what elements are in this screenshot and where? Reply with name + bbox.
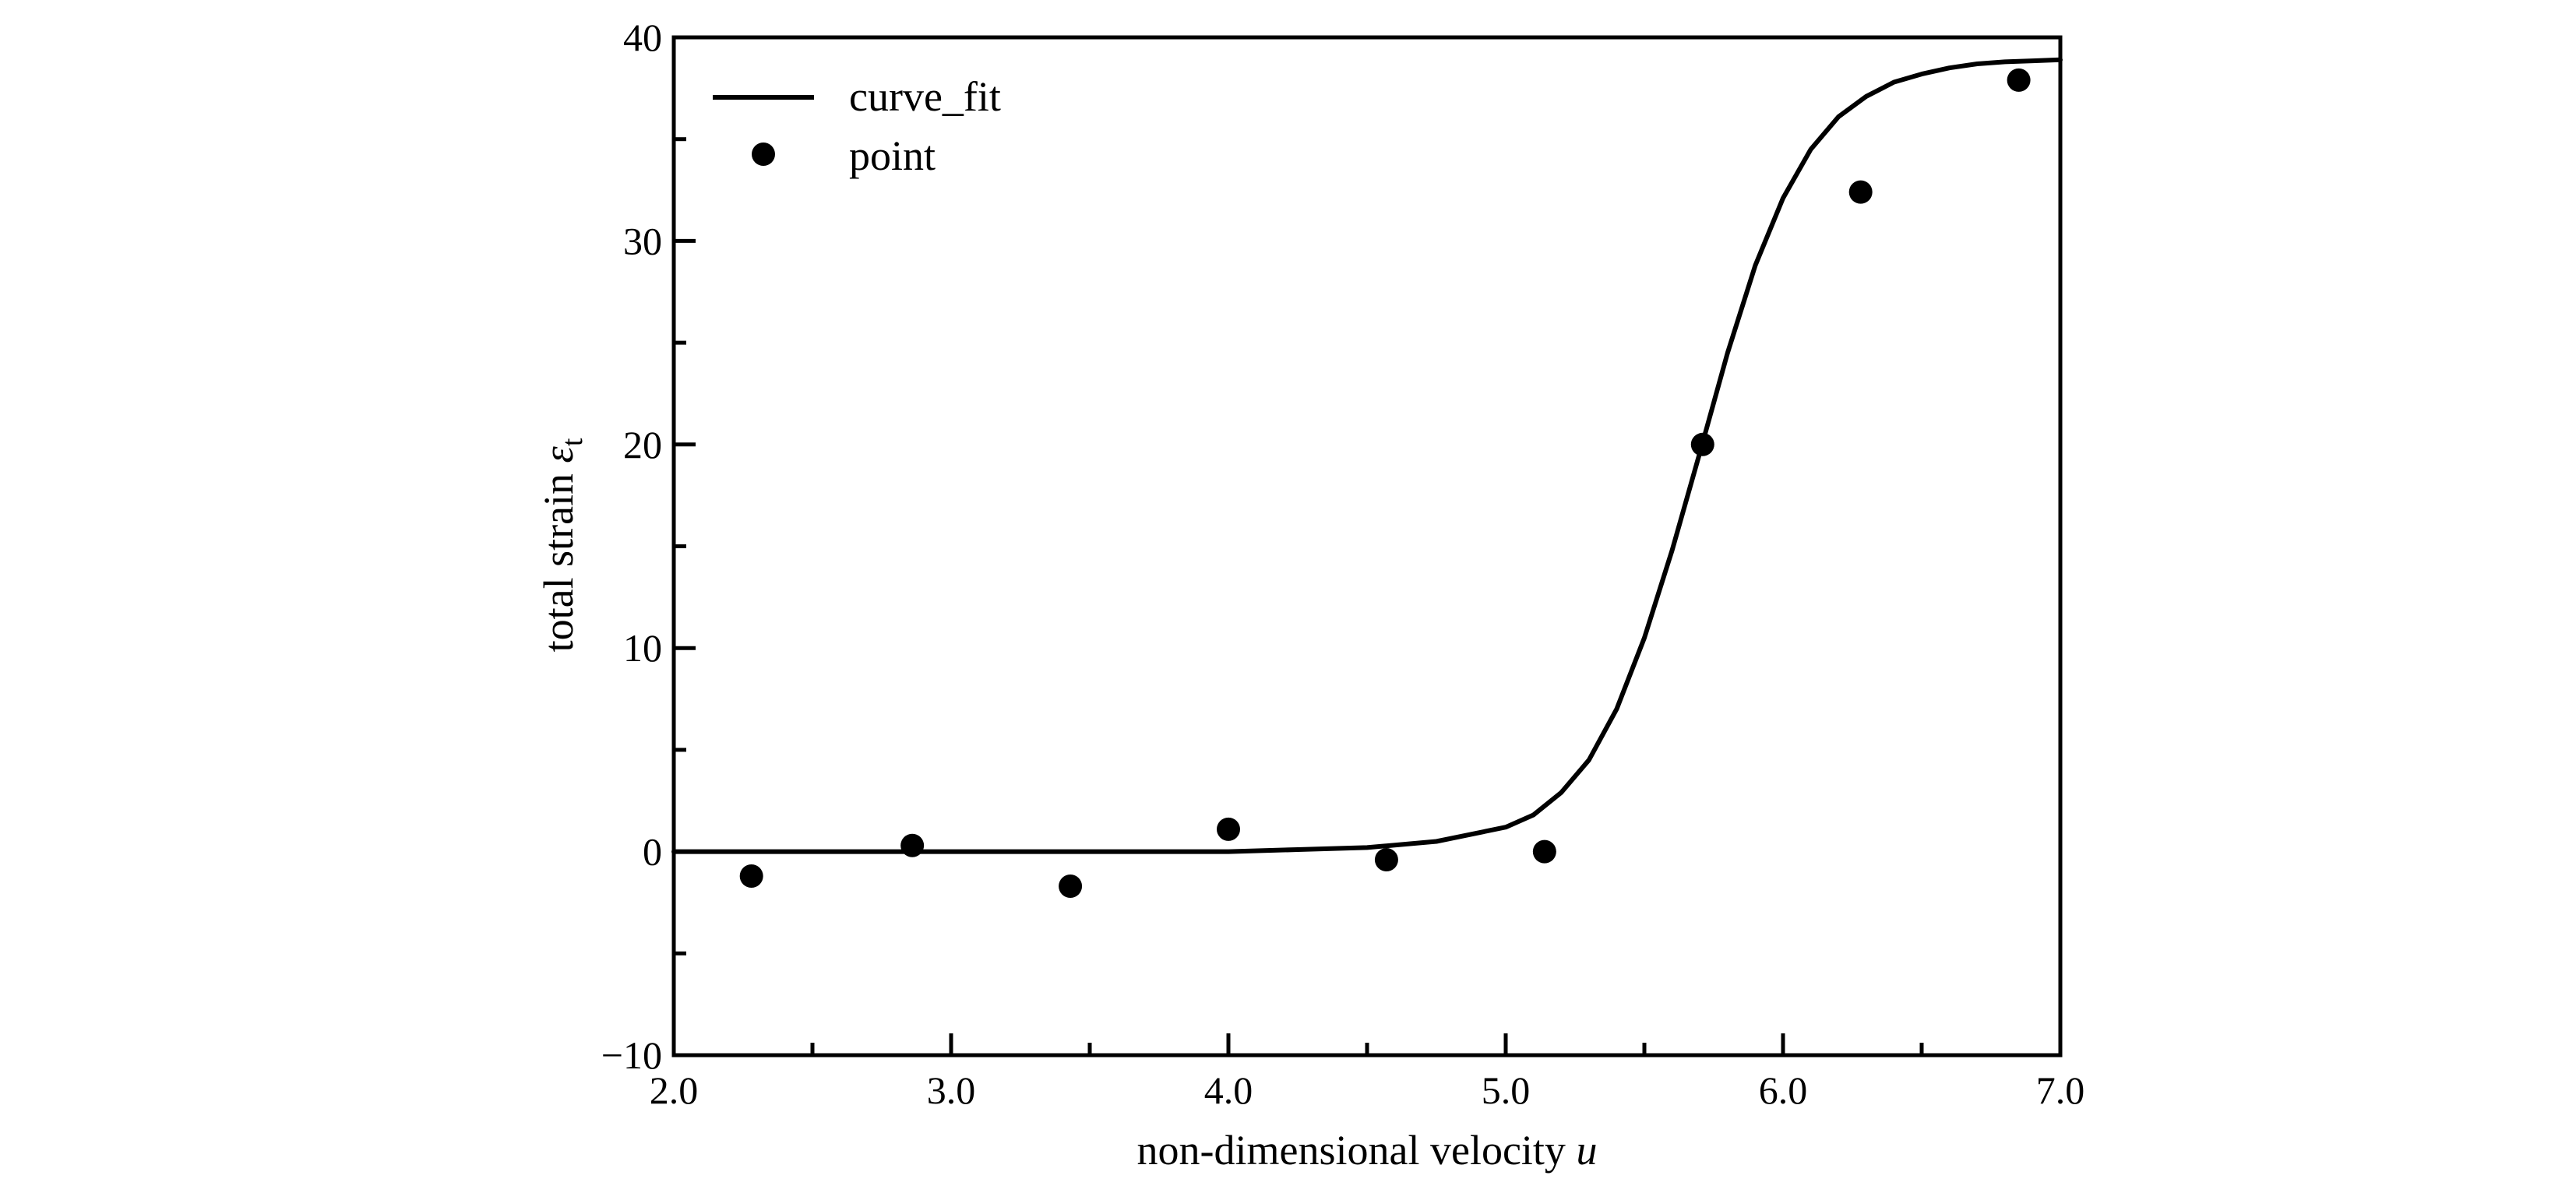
- legend-point-swatch: [752, 143, 775, 166]
- legend-label-point: point: [849, 132, 936, 179]
- y-axis-label-subscript: t: [556, 438, 589, 446]
- x-axis-label-variable: u: [1576, 1127, 1597, 1174]
- y-tick-label: 20: [623, 423, 662, 466]
- x-axis-label: non-dimensional velocity u: [1137, 1127, 1598, 1174]
- x-tick-label: 7.0: [2036, 1068, 2085, 1112]
- y-axis-label-variable: ε: [535, 445, 582, 463]
- y-tick-label: −10: [601, 1033, 662, 1077]
- legend-label-curve-fit: curve_fit: [849, 73, 1001, 120]
- y-tick-label: 10: [623, 626, 662, 670]
- y-axis-label-text: total strain: [535, 473, 582, 652]
- legend: curve_fit point: [713, 73, 1001, 179]
- y-axis-ticks: [674, 139, 696, 954]
- series-layer: [674, 60, 2060, 898]
- chart: 2.0 3.0 4.0 5.0 6.0 7.0 −10010203040 curve_fi…: [0, 0, 2576, 1186]
- x-axis-label-text: non-dimensional velocity: [1137, 1127, 1566, 1174]
- y-tick-label: 40: [623, 16, 662, 59]
- data-point: [1691, 433, 1714, 456]
- x-tick-label: 3.0: [927, 1068, 976, 1112]
- y-axis-label: total strain εt: [535, 438, 589, 652]
- x-tick-label: 6.0: [1759, 1068, 1808, 1112]
- data-point: [740, 864, 763, 888]
- y-axis-tick-labels: −10 0 10 20 30 40: [601, 16, 662, 1077]
- x-axis-tick-labels: 2.0 3.0 4.0 5.0 6.0 7.0: [650, 1068, 2085, 1112]
- data-point: [1375, 848, 1398, 871]
- data-point: [1533, 840, 1556, 864]
- x-tick-label: 4.0: [1204, 1068, 1253, 1112]
- data-point: [1217, 818, 1240, 841]
- x-tick-label: 5.0: [1482, 1068, 1531, 1112]
- data-point: [1849, 181, 1873, 204]
- y-tick-label: 30: [623, 219, 662, 262]
- data-point: [900, 834, 924, 857]
- y-tick-label: 0: [643, 830, 662, 874]
- data-point: [1059, 875, 1082, 898]
- data-point: [2007, 69, 2031, 92]
- x-axis-ticks: [812, 1033, 1922, 1055]
